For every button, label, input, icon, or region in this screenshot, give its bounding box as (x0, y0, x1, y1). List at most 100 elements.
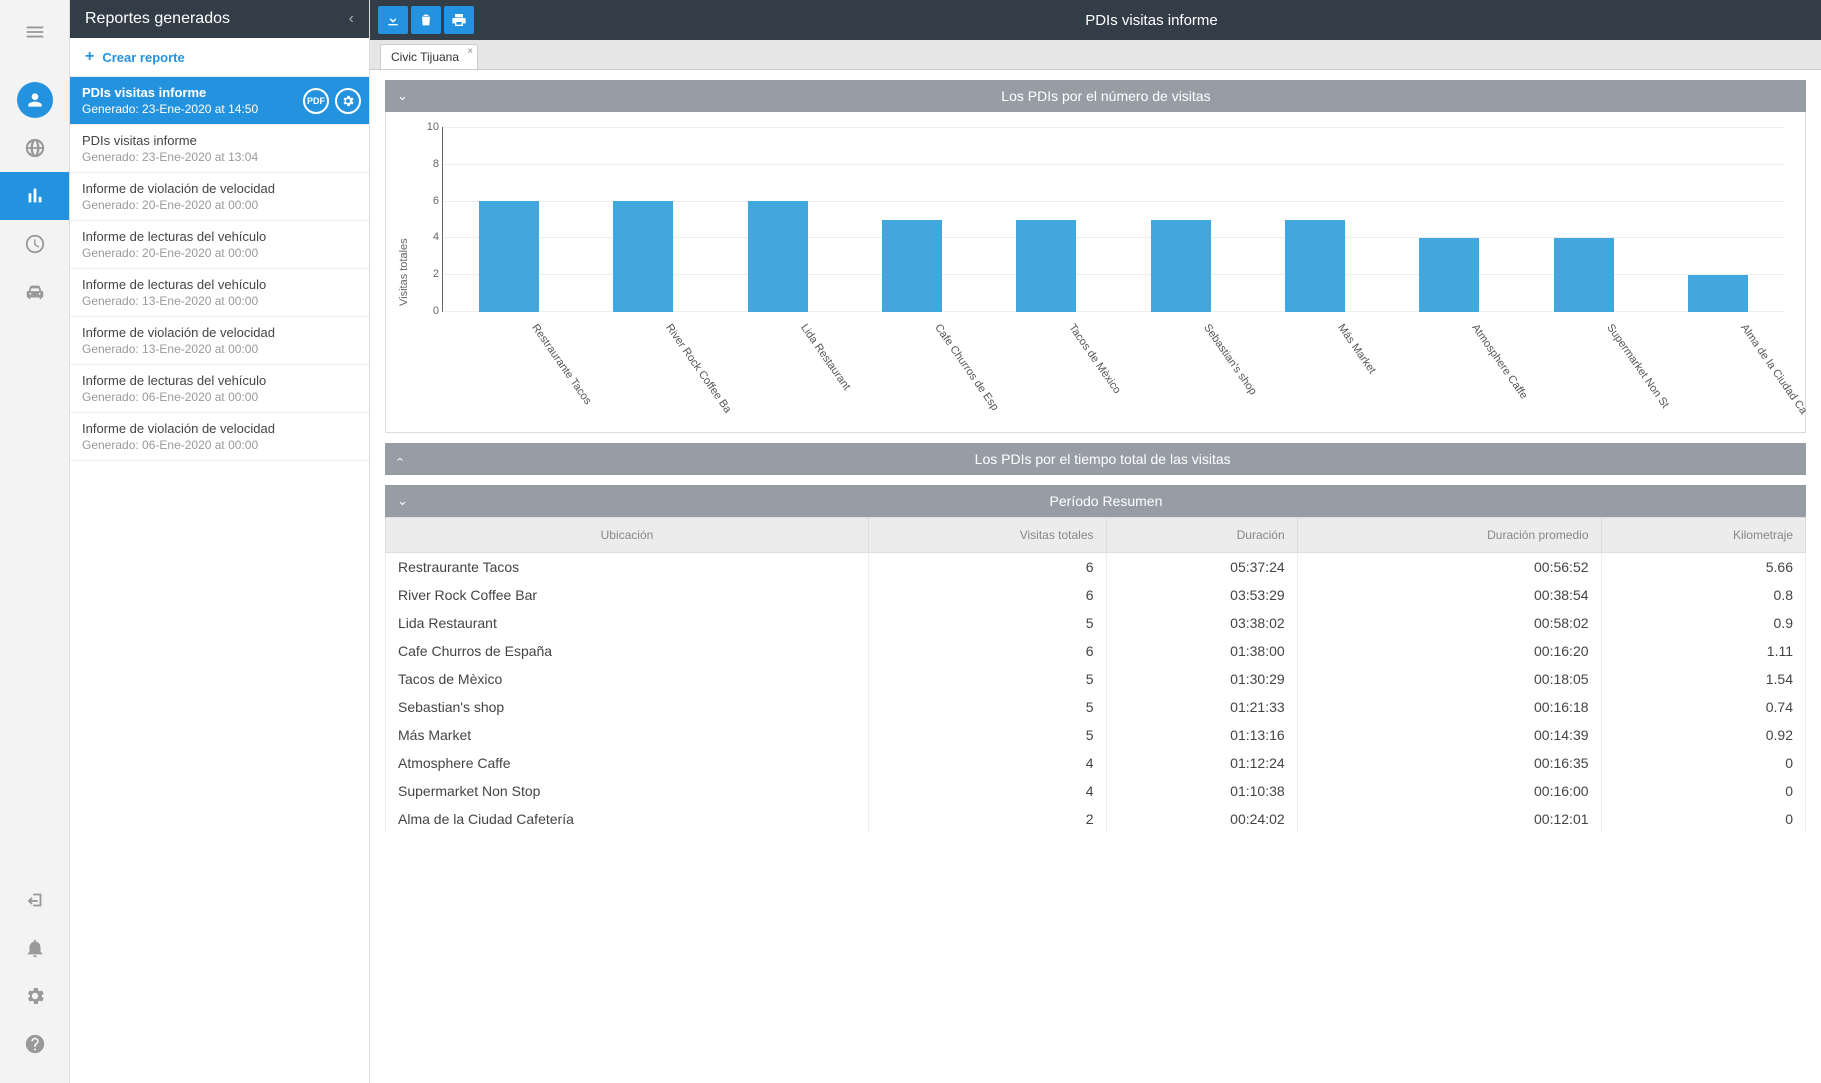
table-cell: 0 (1601, 749, 1805, 777)
table-cell: Lida Restaurant (386, 609, 869, 637)
table-header: Visitas totales (868, 518, 1106, 553)
table-cell: Sebastian's shop (386, 693, 869, 721)
chart-icon[interactable] (0, 172, 69, 220)
table-cell: Más Market (386, 721, 869, 749)
tab-civic-tijuana[interactable]: Civic Tijuana × (380, 44, 478, 69)
user-icon[interactable] (0, 76, 69, 124)
y-tick: 10 (415, 121, 439, 133)
table-cell: Supermarket Non Stop (386, 777, 869, 805)
gear-icon[interactable] (0, 972, 69, 1020)
table-cell: 0 (1601, 805, 1805, 833)
chevron-right-icon: › (392, 457, 407, 461)
report-item[interactable]: Informe de violación de velocidadGenerad… (70, 413, 369, 461)
y-tick: 0 (415, 305, 439, 317)
table-row: Lida Restaurant503:38:0200:58:020.9 (386, 609, 1806, 637)
table-row: Supermarket Non Stop401:10:3800:16:000 (386, 777, 1806, 805)
table-cell: River Rock Coffee Bar (386, 581, 869, 609)
table-cell: 00:24:02 (1106, 805, 1297, 833)
time-panel-header[interactable]: › Los PDIs por el tiempo total de las vi… (385, 443, 1806, 475)
table-cell: 1.54 (1601, 665, 1805, 693)
plus-icon: + (85, 48, 94, 66)
chart-bar (1688, 275, 1748, 312)
table-cell: 01:30:29 (1106, 665, 1297, 693)
globe-icon[interactable] (0, 124, 69, 172)
pdf-badge[interactable]: PDF (303, 88, 329, 114)
report-item-title: Informe de violación de velocidad (82, 181, 357, 196)
print-button[interactable] (444, 6, 474, 34)
report-item-title: Informe de lecturas del vehículo (82, 373, 357, 388)
collapse-sidebar-icon[interactable]: ‹ (349, 10, 354, 28)
table-header: Kilometraje (1601, 518, 1805, 553)
report-item[interactable]: Informe de violación de velocidad Generad… (70, 317, 369, 365)
delete-button[interactable] (411, 6, 441, 34)
y-tick: 8 (415, 158, 439, 170)
report-item[interactable]: Informe de violación de velocidadGenerad… (70, 173, 369, 221)
menu-icon[interactable] (0, 8, 69, 56)
table-row: Sebastian's shop501:21:3300:16:180.74 (386, 693, 1806, 721)
x-label: Tacos de Mèxico (990, 322, 1076, 382)
table-cell: 00:16:20 (1297, 637, 1601, 665)
table-cell: 00:12:01 (1297, 805, 1601, 833)
table-header: Duración (1106, 518, 1297, 553)
chart-bar (1016, 220, 1076, 313)
x-label: Lida Restaurant (722, 322, 808, 382)
close-tab-icon[interactable]: × (467, 46, 473, 57)
x-label: Supermarket Non St (1528, 322, 1614, 382)
table-cell: Cafe Churros de España (386, 637, 869, 665)
summary-panel-title: Período Resumen (418, 493, 1794, 509)
table-cell: 01:10:38 (1106, 777, 1297, 805)
table-cell: 00:16:35 (1297, 749, 1601, 777)
report-item-sub: Generado: 06-Ene-2020 at 00:00 (82, 438, 357, 452)
help-icon[interactable] (0, 1020, 69, 1068)
chart-panel-header[interactable]: ⌄ Los PDIs por el número de visitas (385, 80, 1806, 112)
summary-panel-header[interactable]: ⌄ Período Resumen (385, 485, 1806, 517)
gear-badge-icon[interactable] (335, 88, 361, 114)
report-item-sub: Generado: 13-Ene-2020 at 00:00 (82, 294, 357, 308)
create-report-button[interactable]: + Crear reporte (70, 38, 369, 77)
report-item[interactable]: Informe de lecturas del vehículoGenerado… (70, 269, 369, 317)
logout-icon[interactable] (0, 876, 69, 924)
report-item-sub: Generado: 20-Ene-2020 at 00:00 (82, 246, 357, 260)
time-panel: › Los PDIs por el tiempo total de las vi… (385, 443, 1806, 475)
x-label: Restraurante Tacos (453, 322, 539, 382)
table-cell: Atmosphere Caffe (386, 749, 869, 777)
car-icon[interactable] (0, 268, 69, 316)
summary-panel: ⌄ Período Resumen UbicaciónVisitas total… (385, 485, 1806, 833)
chart-bar (479, 201, 539, 312)
table-cell: 5 (868, 693, 1106, 721)
table-cell: 0.74 (1601, 693, 1805, 721)
download-button[interactable] (378, 6, 408, 34)
table-cell: 6 (868, 553, 1106, 582)
table-cell: 00:56:52 (1297, 553, 1601, 582)
report-item[interactable]: PDIs visitas informe Generado: 23-Ene-202… (70, 125, 369, 173)
table-cell: 0.92 (1601, 721, 1805, 749)
report-item-title: Informe de lecturas del vehículo (82, 229, 357, 244)
chart-bar (1554, 238, 1614, 312)
report-item-sub: Generado: 23-Ene-2020 at 13:04 (82, 150, 357, 164)
chart-bar (1285, 220, 1345, 313)
report-item-title: Informe de violación de velocidad (82, 325, 357, 340)
table-cell: 03:38:02 (1106, 609, 1297, 637)
report-item-sub: Generado: 13-Ene-2020 at 00:00 (82, 342, 357, 356)
table-cell: 5 (868, 665, 1106, 693)
sidebar-header: Reportes generados ‹ (70, 0, 369, 38)
report-item[interactable]: PDIs visitas informeGenerado: 23-Ene-202… (70, 77, 369, 125)
chevron-down-icon: ⌄ (397, 493, 408, 509)
report-item[interactable]: Informe de lecturas del vehículo Generado… (70, 221, 369, 269)
chart-bar (748, 201, 808, 312)
table-cell: 01:38:00 (1106, 637, 1297, 665)
report-item[interactable]: Informe de lecturas del vehículoGenerado… (70, 365, 369, 413)
y-tick: 2 (415, 268, 439, 280)
x-label: Más Market (1259, 322, 1345, 382)
y-tick: 6 (415, 195, 439, 207)
table-header: Ubicación (386, 518, 869, 553)
report-item-title: PDIs visitas informe (82, 133, 357, 148)
bell-icon[interactable] (0, 924, 69, 972)
table-cell: 6 (868, 581, 1106, 609)
toolbar: PDIs visitas informe (370, 0, 1821, 40)
table-cell: 01:13:16 (1106, 721, 1297, 749)
clock-icon[interactable] (0, 220, 69, 268)
chart-bar (882, 220, 942, 313)
reports-sidebar: Reportes generados ‹ + Crear reporte PDI… (70, 0, 370, 1083)
table-row: Alma de la Ciudad Cafetería200:24:0200:1… (386, 805, 1806, 833)
